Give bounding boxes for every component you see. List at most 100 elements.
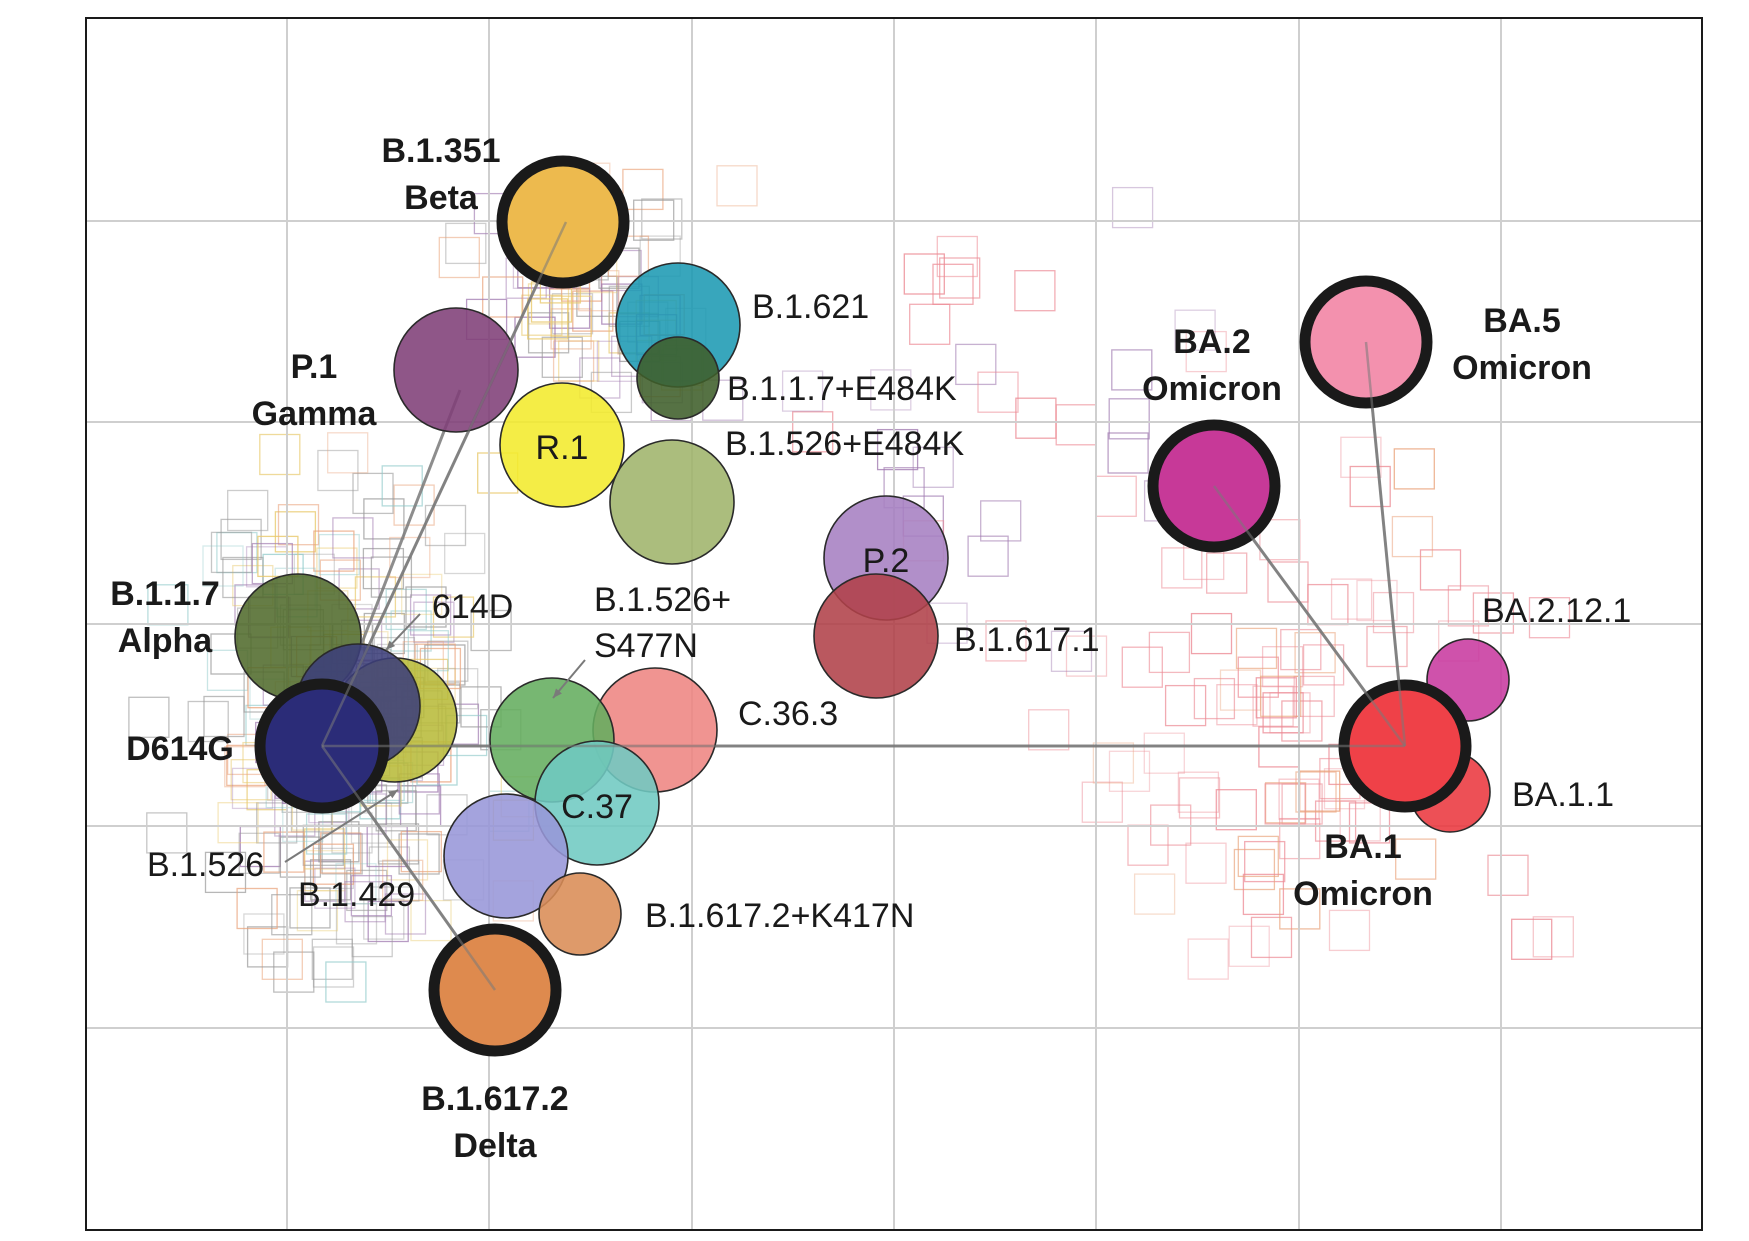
label-alpha-line2: Alpha (118, 622, 214, 660)
label-ba11: BA.1.1 (1512, 776, 1614, 814)
serum-square (444, 532, 486, 575)
serum-square (1472, 592, 1515, 634)
serum-square (363, 498, 405, 540)
serum-square (527, 312, 570, 354)
label-pointer-head (386, 640, 396, 650)
serum-square (1366, 625, 1408, 668)
label-b16171: B.1.617.1 (954, 621, 1100, 659)
label-b1621: B.1.621 (752, 288, 869, 326)
serum-square (1143, 732, 1185, 774)
serum-square (305, 813, 348, 855)
serum-square (217, 802, 259, 844)
serum-square (1015, 397, 1057, 439)
serum-square (236, 887, 278, 930)
serum-square (1055, 404, 1097, 446)
serum-square (128, 696, 170, 738)
serum-square (1065, 635, 1108, 677)
plot-frame (85, 17, 1703, 1231)
serum-square (289, 887, 331, 929)
serum-square (932, 263, 974, 305)
antigen-circle-beta (496, 155, 630, 289)
serum-square (352, 472, 394, 515)
antigen-labels: B.1.351 Beta B.1.621 B.1.1.7+E484K P.1 Gamma R… (110, 132, 1631, 1165)
serum-square (261, 938, 303, 980)
serum-square (1219, 669, 1262, 711)
label-delta: B.1.617.2 (421, 1080, 568, 1118)
serum-square (1177, 771, 1220, 813)
serum-square (1187, 938, 1229, 980)
serum-square (314, 867, 356, 909)
serum-square (304, 850, 346, 892)
connector-line-overlay (1364, 341, 1407, 747)
serum-square (1348, 802, 1391, 844)
serum-square (1133, 873, 1176, 915)
serum-square (1395, 838, 1437, 880)
serum-square (312, 946, 355, 988)
serum-square (641, 198, 683, 240)
serum-square (939, 257, 981, 299)
serum-square (246, 926, 289, 968)
serum-square (792, 411, 834, 453)
serum-square (1174, 309, 1216, 351)
serum-square (350, 875, 393, 917)
serum-square (405, 586, 447, 628)
serum-square (243, 913, 285, 955)
label-ba1-line2: Omicron (1293, 875, 1433, 913)
serum-square (1193, 677, 1236, 720)
serum-square (1161, 547, 1203, 589)
serum-square (312, 843, 355, 885)
antigen-circle-b1526e484k (609, 439, 735, 565)
label-ba5: BA.5 (1483, 302, 1560, 340)
label-b1429: B.1.429 (298, 876, 415, 914)
serum-square (318, 821, 360, 863)
serum-square (377, 823, 420, 865)
serum-square (936, 235, 978, 278)
serum-square (1295, 771, 1337, 813)
serum-square (210, 531, 253, 574)
serum-square (716, 165, 758, 207)
serum-square (1280, 628, 1322, 671)
label-d614: 614D (432, 588, 513, 626)
serum-square (1244, 840, 1286, 883)
serum-square (1393, 448, 1435, 490)
serum-square (1511, 918, 1553, 960)
serum-square (202, 545, 244, 587)
serum-square (438, 236, 480, 279)
serum-square (311, 938, 353, 980)
serum-square (1252, 685, 1294, 727)
serum-square (263, 831, 305, 873)
serum-square (876, 428, 919, 471)
serum-square (1281, 700, 1323, 742)
label-b16172k417n: B.1.617.2+K417N (645, 897, 914, 935)
label-alpha: B.1.1.7 (110, 575, 220, 613)
serum-square (985, 620, 1027, 662)
serum-square (1261, 646, 1304, 688)
serum-square (238, 832, 280, 874)
label-gamma-line2: Gamma (252, 395, 378, 433)
serum-square (1092, 742, 1135, 784)
serum-square (1178, 777, 1221, 819)
antigen-circle-r1 (499, 382, 625, 508)
label-c37: C.37 (561, 788, 633, 826)
serum-square (1294, 632, 1336, 674)
serum-square (1228, 925, 1270, 967)
serum-square (781, 370, 824, 412)
serum-square (482, 276, 524, 318)
serum-square (1215, 789, 1257, 831)
label-p2: P.2 (863, 542, 910, 580)
serum-square (1255, 677, 1297, 719)
serum-square (318, 533, 360, 576)
serum-square (222, 556, 264, 599)
serum-square (1095, 475, 1137, 517)
serum-square (344, 881, 386, 923)
antigen-circle-gamma (393, 307, 519, 433)
label-ba1: BA.1 (1324, 828, 1401, 866)
serum-square (912, 446, 954, 488)
label-pointer (284, 789, 399, 863)
serum-square (335, 903, 378, 945)
serum-square (1260, 675, 1302, 717)
serum-square (1108, 398, 1150, 440)
serum-square (203, 695, 245, 738)
serum-square (1242, 873, 1285, 916)
